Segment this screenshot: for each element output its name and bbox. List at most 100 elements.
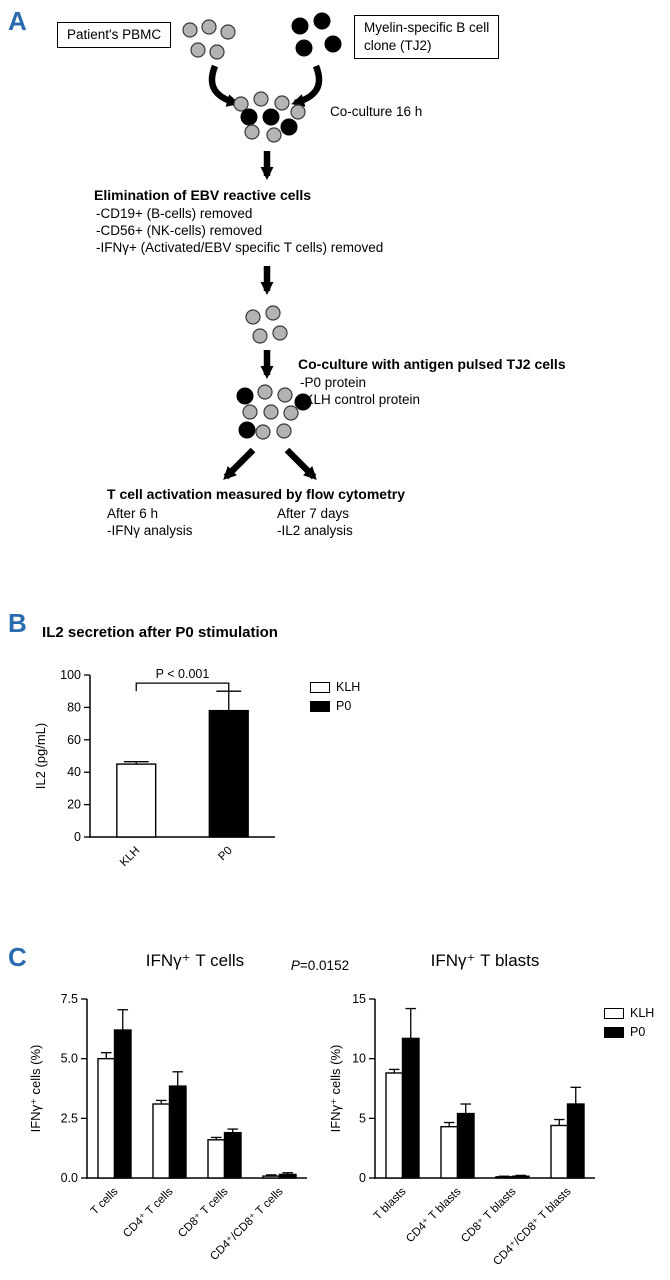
pbmc-cell [182,22,198,38]
panel-a-label: A [8,6,27,36]
arrow-clone-to-coculture [291,64,323,107]
y-tick-label: 0 [74,830,81,844]
il2-legend: KLH P0 [310,680,360,718]
coculture-16h-label: Co-culture 16 h [330,104,423,119]
coculture-cell [290,104,306,120]
panel-a-diagram [182,12,342,480]
bar [495,1176,514,1179]
bar [208,709,249,838]
y-tick-label: 5.0 [61,1052,78,1066]
legend-label-p0: P0 [630,1025,646,1039]
clone-box-line1: Myelin-specific B cell [364,20,490,35]
coculture2-cell [283,405,299,421]
arrow-pbmc-to-coculture [208,64,240,107]
activation-heading: T cell activation measured by flow cytom… [107,486,405,502]
bar [511,1175,530,1179]
coculture2-cell [236,387,254,405]
significance-label: P < 0.001 [156,667,210,681]
bar [401,1037,420,1179]
coculture-cell [244,124,260,140]
y-tick-label: 100 [60,668,81,682]
arrow-to-6h-analysis [223,447,256,480]
legend-swatch-p0 [310,700,330,712]
x-category-label: CD8⁺ T blasts [459,1185,519,1245]
coculture-cell [274,95,290,111]
y-tick-label: 2.5 [61,1111,78,1125]
coculture2-heading: Co-culture with antigen pulsed TJ2 cells [298,356,566,372]
ifng-t-cells-title: IFNγ⁺ T cells [145,951,245,970]
coculture2-item: -P0 protein [300,375,367,390]
x-category-label: T blasts [372,1185,409,1222]
coculture-cell [280,118,298,136]
coculture2-cell [263,404,279,420]
pbmc-cell [190,42,206,58]
y-tick-label: 0.0 [61,1171,78,1185]
legend-item-p0: P0 [310,699,360,713]
y-axis-label: IL2 (pg/mL) [33,723,48,789]
coculture2-cell [277,387,293,403]
legend-label-klh: KLH [630,1006,655,1020]
bar [207,1139,226,1179]
coculture-cell [233,96,249,112]
coculture2-cell [257,384,273,400]
coculture-cell [253,91,269,107]
clone-box-line2: clone (TJ2) [364,38,432,54]
bar [262,1175,281,1179]
bar [566,1103,585,1179]
after-7days-label: After 7 days [277,506,350,521]
elimination-item: -IFNγ+ (Activated/EBV specific T cells) … [96,240,384,255]
coculture2-cell [242,404,258,420]
bar [116,763,157,838]
bar [223,1131,242,1179]
after-6h-label: After 6 h [107,506,159,521]
pbmc-cell [209,44,225,60]
y-tick-label: 15 [352,992,366,1006]
ifng-analysis-label: -IFNγ analysis [107,523,193,538]
coculture2-cell [276,423,292,439]
pbmc-box: Patient's PBMC [57,22,172,49]
coculture2-cell [238,421,256,439]
arrow-to-7day-analysis [284,447,317,480]
y-tick-label: 10 [352,1052,366,1066]
b-cell-clone-cell [291,17,309,35]
il2-chart-title: IL2 secretion after P0 stimulation [42,624,278,641]
il2-analysis-label: -IL2 analysis [277,523,353,538]
elimination-item: -CD19+ (B-cells) removed [96,206,253,221]
panel-c-label: C [8,942,27,972]
t-cell [265,305,281,321]
x-category-label: CD8⁺ T cells [176,1185,231,1240]
y-tick-label: 0 [359,1171,366,1185]
elimination-heading: Elimination of EBV reactive cells [94,187,312,203]
ifng-t-blasts-title: IFNγ⁺ T blasts [430,951,540,970]
x-category-label: CD4⁺ T blasts [404,1185,464,1245]
pvalue-symbol: P [290,958,300,973]
legend-swatch-klh [310,681,330,693]
ifng-t-cells-chart: 0.0 2.5 5.0 7.5 IFNγ⁺ cells (%) T cells CD4⁺ T… [28,992,307,1263]
coculture2-item: -KLH control protein [300,392,421,407]
legend-item-klh: KLH [310,680,360,694]
t-cell [245,309,261,325]
pbmc-cell [201,19,217,35]
legend-swatch-p0 [604,1026,624,1038]
y-axis-label: IFNγ⁺ cells (%) [328,1045,343,1133]
y-tick-label: 7.5 [61,992,78,1006]
panel-c-legend: KLH P0 [604,1006,654,1044]
coculture2-cell [255,424,271,440]
t-cell [272,325,288,341]
y-tick-label: 20 [67,798,81,812]
legend-item-klh: KLH [604,1006,654,1020]
coculture-cell [262,108,280,126]
x-category-label: CD4⁺ T cells [121,1185,176,1240]
x-category-label: T cells [89,1185,121,1217]
pvalue-annotation: P=0.0152 [262,958,378,973]
x-category-label: KLH [118,845,142,869]
y-tick-label: 5 [359,1111,366,1125]
y-tick-label: 40 [67,765,81,779]
pvalue-rest: =0.0152 [299,958,350,973]
bar [113,1029,132,1179]
bar [456,1112,475,1179]
pbmc-box-label: Patient's PBMC [67,27,162,42]
bar [550,1124,569,1179]
legend-swatch-klh [604,1007,624,1019]
